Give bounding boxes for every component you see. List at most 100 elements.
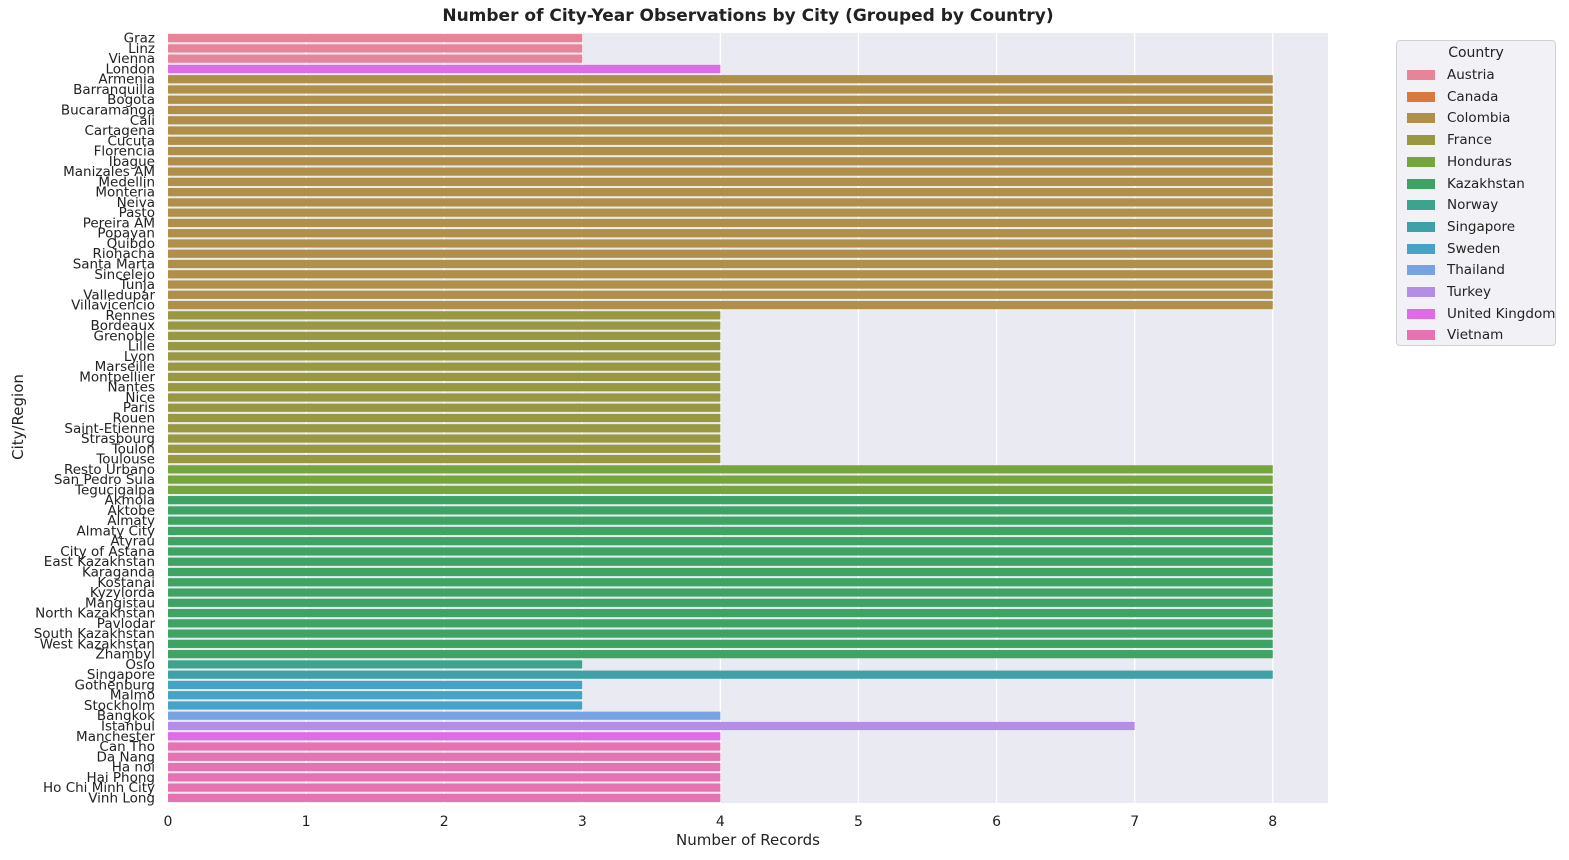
bar-neiva — [168, 198, 1273, 207]
bar-bucaramanga — [168, 105, 1273, 115]
bar-karaganda — [168, 567, 1273, 577]
x-tick-label: 4 — [716, 814, 725, 830]
y-tick-label: Aktobe — [108, 503, 155, 519]
y-tick-label: Quibdo — [107, 236, 155, 252]
y-tick-label: Da Nang — [97, 749, 155, 765]
bar-can-tho — [168, 742, 721, 751]
legend-item: Singapore — [1407, 217, 1515, 237]
bar-gothenburg — [168, 680, 583, 690]
bar-istanbul — [168, 721, 1135, 731]
bar-north-kazakhstan — [168, 608, 1273, 618]
y-tick-label: Monteria — [95, 185, 155, 201]
bar-manizales-am — [168, 167, 1273, 176]
y-tick-label: Resto Urbano — [64, 462, 155, 478]
y-tick-label: Cali — [130, 113, 155, 129]
bar-london — [168, 64, 721, 74]
bar-oslo — [168, 660, 583, 669]
legend-swatch — [1407, 113, 1435, 124]
legend-label: Austria — [1447, 67, 1495, 83]
legend-label: Vietnam — [1447, 327, 1504, 344]
bar-popayan — [168, 229, 1273, 238]
y-tick-label: Graz — [124, 31, 155, 47]
bar-valledupar — [168, 290, 1273, 299]
bar-ibague — [168, 157, 1273, 166]
legend-item: Colombia — [1407, 108, 1510, 128]
chart-title: Number of City-Year Observations by City… — [442, 6, 1054, 26]
y-tick-label: Paris — [123, 400, 155, 416]
legend-item: France — [1407, 130, 1492, 150]
y-tick-label: Akmola — [105, 493, 156, 509]
bar-pasto — [168, 208, 1273, 217]
bar-ha-noi — [168, 762, 721, 772]
y-tick-label: Ha noi — [112, 760, 155, 776]
legend-swatch — [1407, 200, 1435, 211]
y-tick-label: Montpellier — [79, 369, 155, 385]
bar-bangkok — [168, 711, 721, 720]
y-tick-label: Pereira AM — [83, 215, 155, 231]
legend-item: United Kingdom — [1407, 304, 1555, 324]
bar-manchester — [168, 732, 721, 741]
legend-swatch — [1407, 70, 1435, 80]
bar-almaty-city — [168, 526, 1273, 536]
bar-riohacha — [168, 249, 1273, 258]
x-tick-label: 3 — [578, 814, 587, 830]
bar-pavlodar — [168, 619, 1273, 628]
y-tick-label: Malmo — [110, 688, 155, 704]
y-tick-label: Bucaramanga — [61, 103, 155, 119]
bar-marseille — [168, 362, 721, 371]
bar-saint-etienne — [168, 424, 721, 433]
bar-cucuta — [168, 136, 1273, 145]
y-tick-label: Linz — [128, 41, 155, 57]
bar-south-kazakhstan — [168, 629, 1273, 638]
legend-item: Norway — [1407, 195, 1498, 215]
legend-label: Sweden — [1447, 240, 1501, 257]
y-tick-label: Neiva — [117, 195, 155, 211]
legend-label: United Kingdom — [1447, 305, 1556, 322]
y-tick-label: Pavlodar — [97, 616, 156, 632]
y-tick-label: Kostanai — [97, 575, 155, 591]
bar-lyon — [168, 352, 721, 361]
bar-cali — [168, 116, 1273, 125]
bar-malmo — [168, 691, 583, 700]
legend-swatch — [1407, 91, 1435, 102]
y-tick-label: Istanbul — [101, 719, 155, 735]
bar-cartagena — [168, 126, 1273, 135]
legend-label: Turkey — [1447, 284, 1491, 300]
x-tick-label: 7 — [1130, 814, 1139, 830]
y-tick-label: Saint-Etienne — [64, 421, 155, 437]
bar-akmola — [168, 496, 1273, 505]
bar-rouen — [168, 413, 721, 423]
x-axis-label: Number of Records — [676, 831, 820, 849]
legend: Country Austria Canada Colombia France Hondu… — [1396, 40, 1556, 346]
bar-villavicencio — [168, 300, 1273, 310]
legend-swatch — [1407, 265, 1435, 276]
y-tick-label: Ho Chi Minh City — [43, 780, 155, 796]
y-tick-label: Almaty City — [77, 523, 155, 539]
bar-medellin — [168, 177, 1273, 186]
x-tick-label: 8 — [1268, 814, 1277, 830]
y-tick-label: Sincelejo — [94, 267, 155, 283]
x-tick-label: 6 — [992, 814, 1001, 830]
y-tick-label: Armenia — [98, 72, 155, 88]
bar-rennes — [168, 311, 721, 320]
y-tick-label: Rouen — [113, 411, 155, 427]
bar-lille — [168, 342, 721, 351]
legend-label: Norway — [1447, 197, 1499, 214]
x-tick-label: 0 — [164, 814, 173, 830]
y-tick-label: Karaganda — [82, 565, 155, 581]
legend-label: France — [1447, 132, 1492, 149]
y-tick-label: Bangkok — [97, 708, 155, 724]
y-tick-label: Pasto — [119, 205, 155, 221]
bar-vienna — [168, 54, 583, 63]
bar-aktobe — [168, 506, 1273, 515]
bar-atyrau — [168, 537, 1273, 546]
legend-label: Colombia — [1447, 110, 1511, 127]
legend-item: Austria — [1407, 65, 1495, 85]
legend-swatch — [1407, 156, 1435, 167]
y-tick-label: Nantes — [107, 380, 155, 396]
y-tick-label: Popayan — [97, 226, 155, 242]
legend-swatch — [1407, 178, 1435, 189]
y-tick-label: Vinh Long — [88, 790, 155, 806]
bar-almaty — [168, 516, 1273, 525]
